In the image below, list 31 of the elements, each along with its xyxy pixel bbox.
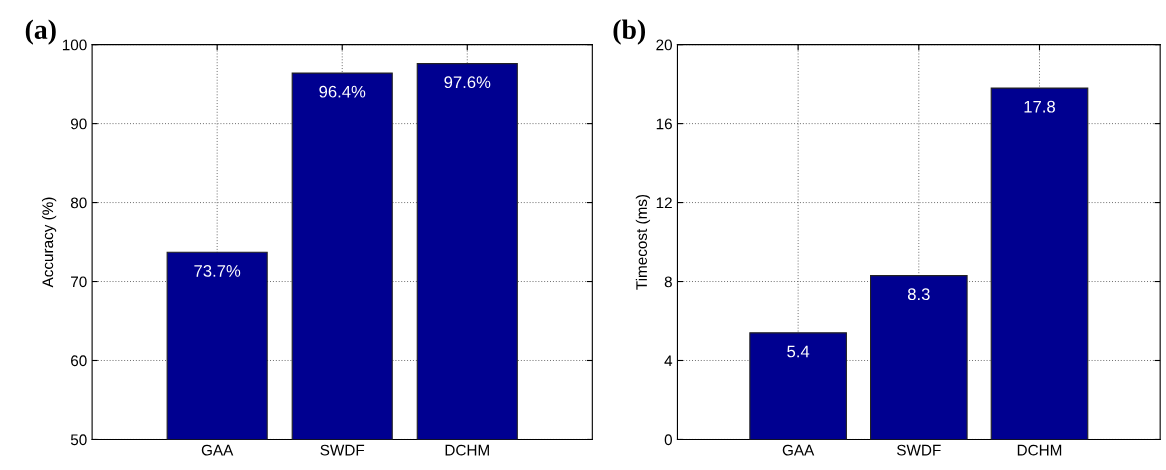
- x-tick-label: SWDF: [320, 444, 365, 456]
- y-tick-label: 60: [71, 355, 87, 367]
- y-tick-label: 80: [70, 197, 87, 209]
- bar: [749, 332, 847, 440]
- y-axis-title: Accuracy (%): [41, 197, 57, 288]
- chart-title: (a): [25, 19, 56, 45]
- chart-title: (b): [613, 19, 646, 45]
- data-label: 97.6%: [444, 76, 491, 89]
- y-tick-label: 0: [664, 434, 672, 446]
- data-label: 73.7%: [194, 265, 241, 277]
- data-label: 5.4: [787, 345, 810, 358]
- y-tick-label: 8: [664, 276, 672, 288]
- data-label: 8.3: [907, 288, 930, 301]
- bar: [869, 275, 968, 440]
- y-axis-title: Timecost (ms): [635, 194, 651, 290]
- data-label: 17.8: [1024, 100, 1055, 113]
- y-tick-label: 70: [71, 276, 87, 288]
- y-tick-label: 50: [70, 434, 87, 446]
- x-tick-label: GAA: [782, 444, 815, 456]
- y-tick-label: 90: [70, 118, 87, 130]
- y-tick-label: 20: [656, 39, 672, 51]
- x-tick-label: GAA: [201, 444, 234, 456]
- x-tick-label: DCHM: [445, 444, 489, 456]
- y-tick-label: 12: [656, 197, 672, 209]
- y-tick-label: 100: [62, 39, 87, 51]
- y-tick-label: 4: [664, 355, 673, 367]
- bar: [990, 87, 1089, 440]
- x-tick-label: SWDF: [897, 444, 941, 456]
- data-label: 96.4%: [319, 85, 366, 98]
- y-tick-label: 16: [656, 118, 672, 130]
- x-tick-label: DCHM: [1017, 444, 1062, 456]
